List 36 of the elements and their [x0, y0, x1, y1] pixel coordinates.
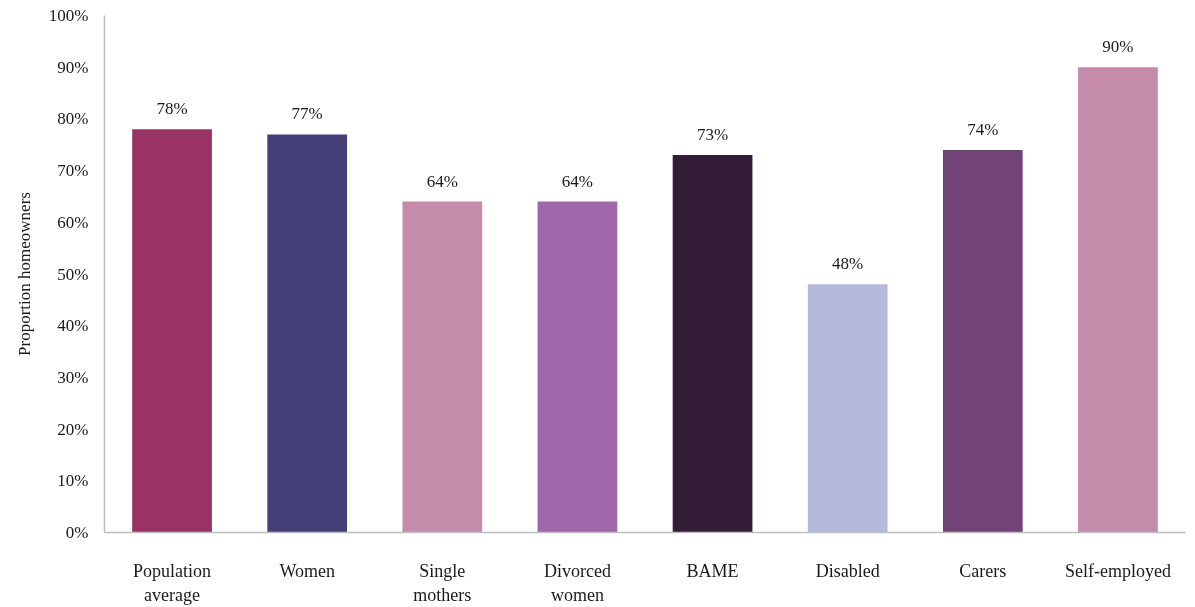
bar — [942, 149, 1023, 533]
y-tick-label: 40% — [57, 316, 89, 336]
y-tick-label: 20% — [57, 419, 89, 439]
y-tick-label: 70% — [57, 161, 89, 181]
data-label: 78% — [156, 99, 188, 119]
y-tick-label: 50% — [57, 264, 89, 284]
data-label: 74% — [967, 119, 999, 139]
x-tick-label: BAME — [686, 560, 739, 581]
y-tick-label: 100% — [48, 6, 89, 25]
bar — [537, 201, 618, 533]
data-label: 77% — [291, 104, 323, 124]
y-tick-label: 30% — [57, 367, 89, 387]
x-tick-label: Carers — [959, 560, 1007, 581]
bar — [132, 129, 212, 533]
x-tick-label: Divorced women — [543, 560, 611, 605]
y-tick-label: 10% — [57, 471, 89, 491]
bar — [807, 284, 888, 533]
x-tick-label: Self-employed — [1064, 560, 1171, 581]
y-tick-label: 90% — [57, 57, 89, 77]
y-axis-title: Proportion homeowners — [14, 192, 34, 356]
y-tick-label: 0% — [65, 523, 89, 542]
data-label: 64% — [561, 171, 594, 191]
x-tick-label: Population average — [133, 560, 212, 605]
data-label: 64% — [426, 171, 458, 191]
bar — [402, 201, 483, 533]
bar — [672, 155, 753, 533]
y-tick-label: 80% — [57, 109, 89, 129]
x-tick-label: Single mothers — [413, 560, 472, 605]
bar — [1078, 67, 1158, 533]
y-tick-label: 60% — [57, 212, 89, 232]
bar — [267, 134, 348, 533]
x-tick-label: Women — [279, 560, 335, 581]
data-label: 48% — [832, 254, 864, 274]
x-tick-label: Disabled — [815, 560, 880, 581]
data-label: 90% — [1102, 37, 1134, 57]
data-label: 73% — [696, 125, 729, 145]
